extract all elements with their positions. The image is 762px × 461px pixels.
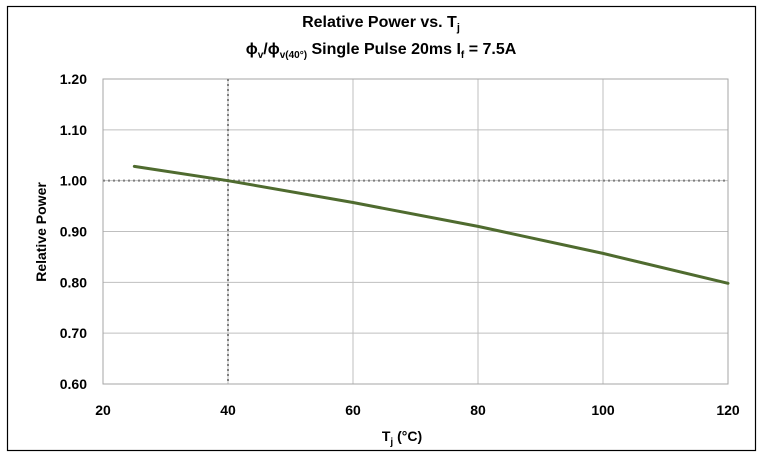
y-tick-label: 0.80 [60, 274, 87, 290]
x-axis-label: Tj (°C) [382, 428, 422, 448]
series-line [132, 164, 730, 285]
y-tick-label: 1.20 [60, 71, 87, 87]
x-tick-label: 20 [95, 402, 111, 418]
y-axis-label: Relative Power [33, 182, 49, 282]
title-main: Relative Power vs. T [302, 14, 457, 31]
title-sub-j: j [456, 22, 460, 34]
plot-area-border [102, 78, 729, 385]
chart-frame [6, 5, 757, 452]
xlabel-main: T [382, 428, 391, 444]
xlabel-sub: j [389, 437, 393, 448]
title-phi-sub-v40: v(40°) [280, 50, 307, 61]
y-tick-label: 1.10 [60, 122, 87, 138]
xlabel-unit: (°C) [393, 428, 422, 444]
y-tick-label: 0.90 [60, 224, 87, 240]
title-sub-f: f [461, 50, 465, 61]
x-tick-labels: 20 40 60 80 100 120 [95, 402, 740, 418]
reference-lines [103, 79, 728, 384]
title-phi-sub-v: v [258, 50, 264, 61]
chart-title-line-1: Relative Power vs. Tj [302, 14, 460, 34]
title-slash-phi: /ϕ [263, 41, 279, 58]
grid-layer [102, 78, 729, 385]
y-tick-labels: 0.60 0.70 0.80 0.90 1.00 1.10 1.20 [60, 71, 87, 392]
title-phi: ϕ [246, 41, 258, 58]
x-tick-label: 80 [470, 402, 486, 418]
y-tick-label: 0.70 [60, 325, 87, 341]
title-rest: Single Pulse 20ms I [307, 41, 461, 58]
y-tick-label: 1.00 [60, 173, 87, 189]
series-layer [132, 164, 730, 285]
x-tick-label: 60 [345, 402, 361, 418]
y-tick-label: 0.60 [60, 376, 87, 392]
x-tick-label: 120 [716, 402, 740, 418]
title-end: = 7.5A [464, 41, 516, 58]
chart-title-line-2: ϕv/ϕv(40°) Single Pulse 20ms If = 7.5A [246, 41, 517, 61]
x-tick-label: 40 [220, 402, 236, 418]
x-tick-label: 100 [591, 402, 615, 418]
